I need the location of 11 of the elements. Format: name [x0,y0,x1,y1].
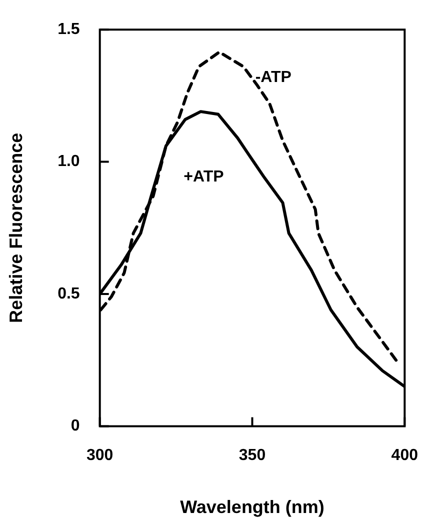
x-tick-label: 300 [86,447,114,464]
y-tick-label: 0.5 [58,285,80,302]
y-tick-label: 1.0 [58,153,80,170]
series-label: +ATP [184,168,224,186]
x-axis-title: Wavelength (nm) [180,497,324,518]
y-axis-title: Relative Fluorescence [6,132,26,323]
x-tick-label: 400 [391,447,418,464]
y-tick-label: 0 [70,418,80,435]
series-label: -ATP [255,69,292,86]
x-tick-label: 350 [238,447,266,464]
y-tick-label: 1.5 [58,21,80,38]
